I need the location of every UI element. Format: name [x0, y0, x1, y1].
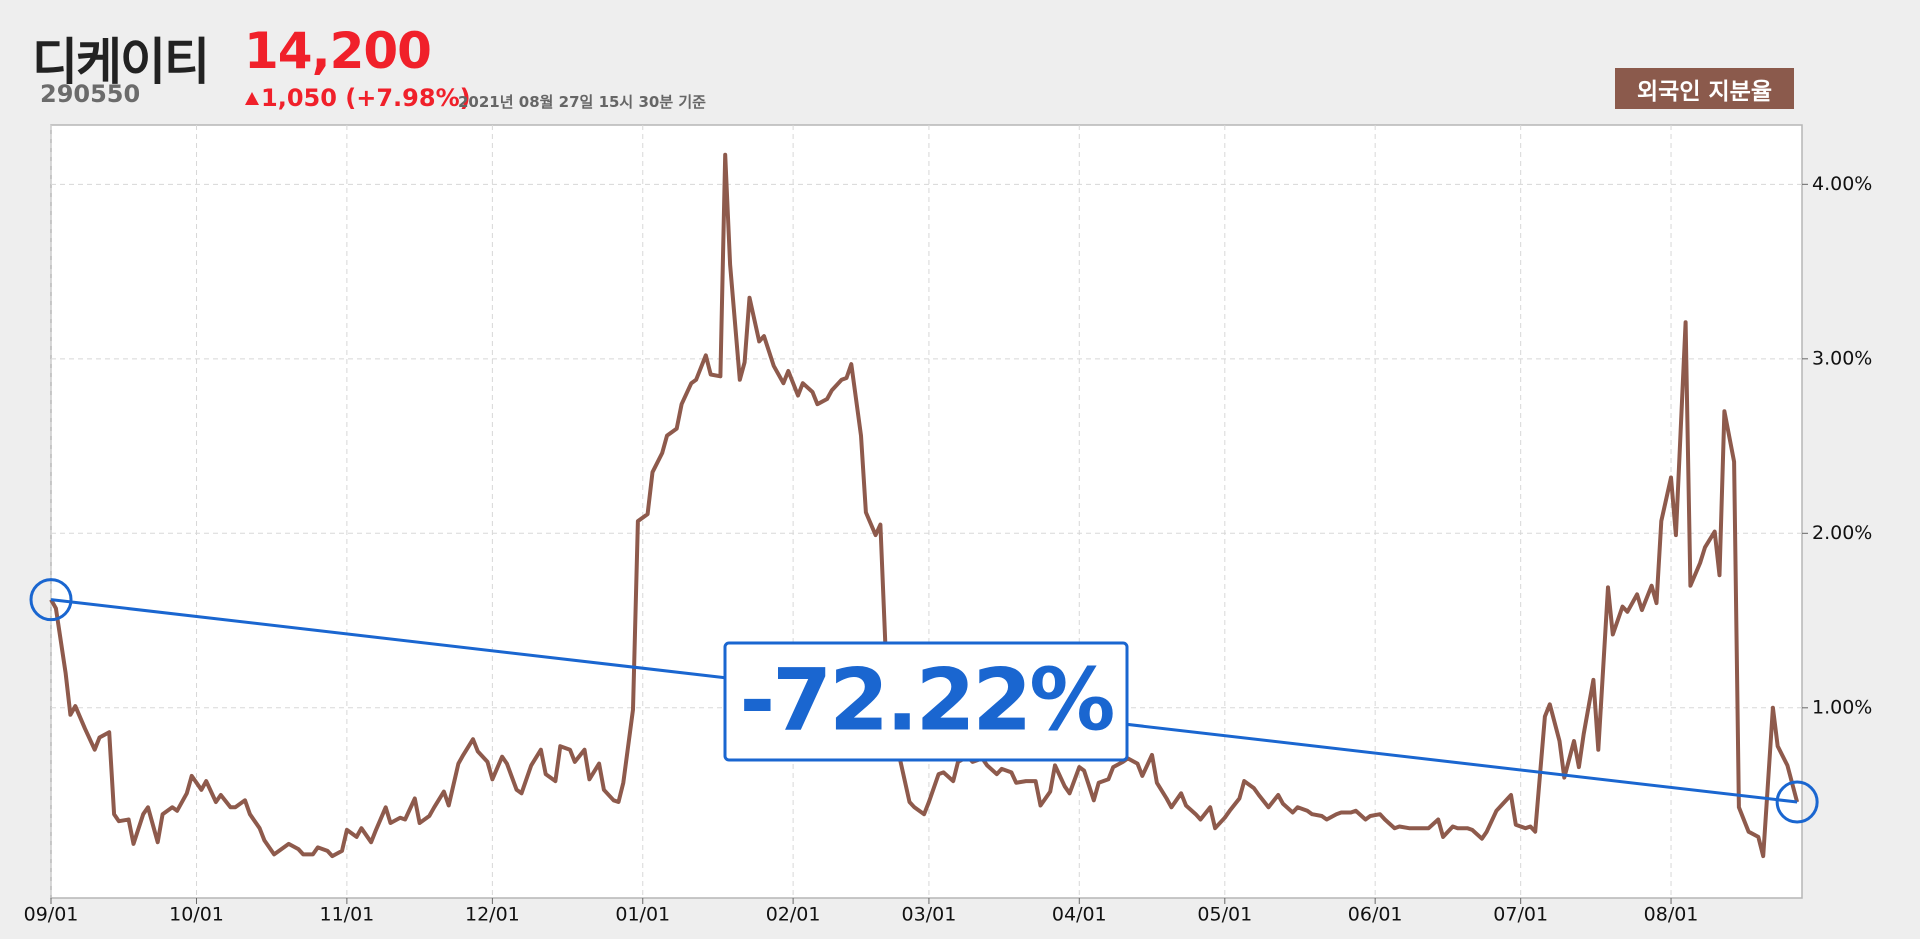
annotation-box: [723, 641, 1129, 762]
x-tick-label: 12/01: [465, 904, 520, 926]
x-tick-label: 07/01: [1493, 904, 1548, 926]
up-arrow: [245, 91, 259, 105]
price-change: 1,050 (+7.98%): [261, 84, 471, 112]
indicator-button[interactable]: 외국인 지분율: [1615, 68, 1794, 109]
y-tick-label: 1.00%: [1812, 696, 1872, 718]
x-tick-label: 05/01: [1197, 904, 1252, 926]
x-tick-label: 06/01: [1348, 904, 1403, 926]
end-marker: [1775, 780, 1819, 824]
stock-code: 290550: [40, 80, 141, 108]
stock-price: 14,200: [244, 22, 432, 80]
data-line: [49, 152, 1800, 859]
x-tick-label: 04/01: [1052, 904, 1107, 926]
x-tick-label: 08/01: [1644, 904, 1699, 926]
start-marker: [29, 578, 73, 622]
y-tick-label: 2.00%: [1812, 522, 1872, 544]
change-row: 1,050 (+7.98%): [245, 84, 471, 112]
y-tick-label: 3.00%: [1812, 347, 1872, 369]
x-tick-label: 09/01: [24, 904, 79, 926]
stock-name: 디케이티: [32, 33, 210, 91]
x-tick-label: 02/01: [766, 904, 821, 926]
x-tick-label: 11/01: [319, 904, 374, 926]
annotation-label: -72.22%: [740, 650, 1114, 750]
x-tick-label: 01/01: [615, 904, 670, 926]
y-tick-label: 4.00%: [1812, 173, 1872, 195]
x-tick-label: 03/01: [902, 904, 957, 926]
x-tick-label: 10/01: [169, 904, 224, 926]
timestamp: 2021년 08월 27일 15시 30분 기준: [458, 93, 706, 111]
